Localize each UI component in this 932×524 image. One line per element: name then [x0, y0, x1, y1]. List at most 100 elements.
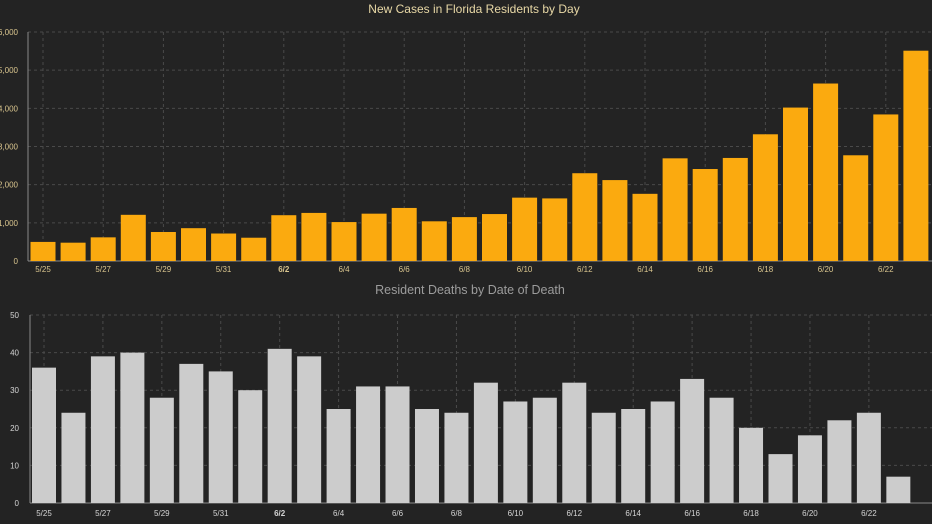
deaths-y-tick-label: 20	[10, 424, 19, 433]
cases-bar	[120, 214, 146, 261]
cases-x-tick-label: 5/31	[216, 265, 232, 274]
deaths-bar	[768, 454, 793, 503]
deaths-bar	[739, 427, 764, 503]
cases-bar	[752, 134, 778, 261]
cases-chart-title: New Cases in Florida Residents by Day	[368, 2, 579, 16]
deaths-bar	[385, 386, 410, 503]
cases-x-tick-label: 6/14	[637, 265, 653, 274]
cases-x-tick-label: 5/29	[156, 265, 172, 274]
cases-y-tick-label: 1,000	[0, 219, 19, 228]
deaths-bar	[149, 397, 174, 503]
deaths-y-tick-label: 30	[10, 386, 19, 395]
deaths-bar	[503, 401, 528, 503]
cases-x-tick-label: 6/6	[399, 265, 411, 274]
cases-x-tick-label: 6/2	[278, 265, 290, 274]
cases-bar	[512, 197, 538, 261]
deaths-bar	[326, 409, 351, 503]
cases-bar	[150, 231, 176, 261]
cases-bar	[813, 83, 839, 262]
deaths-bar	[414, 409, 439, 503]
cases-bar	[632, 193, 658, 261]
deaths-x-tick-label: 5/29	[154, 509, 170, 518]
cases-bar	[331, 222, 357, 261]
cases-bar	[271, 215, 297, 261]
deaths-x-tick-label: 6/22	[861, 509, 877, 518]
cases-x-tick-label: 6/18	[758, 265, 774, 274]
cases-y-tick-label: 5,000	[0, 66, 19, 75]
deaths-bar	[856, 412, 881, 503]
deaths-bar	[532, 397, 557, 503]
deaths-x-tick-label: 6/14	[625, 509, 641, 518]
deaths-x-tick-label: 6/4	[333, 509, 345, 518]
cases-x-tick-label: 6/4	[338, 265, 350, 274]
deaths-bar	[680, 378, 705, 503]
cases-x-tick-label: 6/8	[459, 265, 471, 274]
deaths-x-tick-label: 6/10	[508, 509, 524, 518]
deaths-x-tick-label: 6/6	[392, 509, 404, 518]
deaths-bar	[562, 382, 587, 503]
cases-bar	[722, 157, 748, 261]
deaths-y-tick-label: 40	[10, 349, 19, 358]
cases-x-tick-label: 6/12	[577, 265, 593, 274]
deaths-bar	[208, 371, 233, 503]
cases-bar	[903, 50, 929, 262]
deaths-bar	[297, 356, 322, 503]
deaths-bar	[591, 412, 616, 503]
cases-bar	[181, 228, 206, 261]
cases-y-tick-label: 6,000	[0, 28, 19, 37]
deaths-chart-title: Resident Deaths by Date of Death	[375, 283, 565, 297]
cases-x-tick-label: 6/22	[878, 265, 894, 274]
deaths-bar	[797, 435, 822, 503]
cases-bar	[451, 217, 477, 261]
deaths-y-tick-label: 0	[15, 499, 20, 508]
cases-x-tick-label: 6/20	[818, 265, 834, 274]
cases-bar	[692, 169, 718, 261]
deaths-bar	[238, 390, 263, 503]
cases-x-tick-label: 6/16	[697, 265, 713, 274]
deaths-x-tick-label: 5/25	[36, 509, 52, 518]
deaths-bar	[709, 397, 734, 503]
deaths-y-tick-label: 10	[10, 461, 19, 470]
cases-bar	[542, 198, 568, 261]
deaths-bar	[650, 401, 675, 503]
cases-y-tick-label: 3,000	[0, 143, 19, 152]
deaths-bar	[444, 412, 469, 503]
cases-bar	[482, 214, 507, 261]
cases-bar	[60, 242, 86, 261]
deaths-x-tick-label: 6/18	[743, 509, 759, 518]
deaths-x-tick-label: 6/2	[274, 509, 286, 518]
deaths-bar	[356, 386, 381, 503]
deaths-x-tick-label: 6/16	[684, 509, 700, 518]
deaths-x-tick-label: 5/27	[95, 509, 111, 518]
cases-bar	[361, 213, 387, 261]
cases-bar	[211, 233, 237, 261]
cases-y-tick-label: 2,000	[0, 181, 19, 190]
deaths-bar	[90, 356, 115, 503]
deaths-y-tick-label: 50	[10, 311, 19, 320]
deaths-bar	[120, 352, 145, 503]
cases-bar	[301, 212, 327, 261]
cases-bar	[30, 241, 56, 261]
deaths-bar	[61, 412, 86, 503]
cases-bar	[421, 221, 447, 261]
cases-bar	[662, 158, 688, 261]
deaths-bar	[886, 476, 911, 503]
deaths-bar	[267, 348, 292, 503]
cases-bar	[572, 173, 598, 261]
deaths-x-tick-label: 6/8	[451, 509, 463, 518]
deaths-x-tick-label: 5/31	[213, 509, 229, 518]
cases-bar	[241, 237, 267, 261]
cases-bar	[391, 207, 417, 261]
deaths-bar	[32, 367, 56, 503]
cases-y-tick-label: 0	[14, 257, 19, 266]
deaths-x-tick-label: 6/20	[802, 509, 818, 518]
cases-bar	[843, 155, 869, 261]
deaths-bar	[827, 420, 852, 503]
cases-bar	[602, 180, 628, 261]
deaths-x-tick-label: 6/12	[566, 509, 582, 518]
deaths-bar	[179, 363, 204, 503]
cases-x-tick-label: 5/27	[95, 265, 111, 274]
cases-bar	[783, 107, 808, 261]
